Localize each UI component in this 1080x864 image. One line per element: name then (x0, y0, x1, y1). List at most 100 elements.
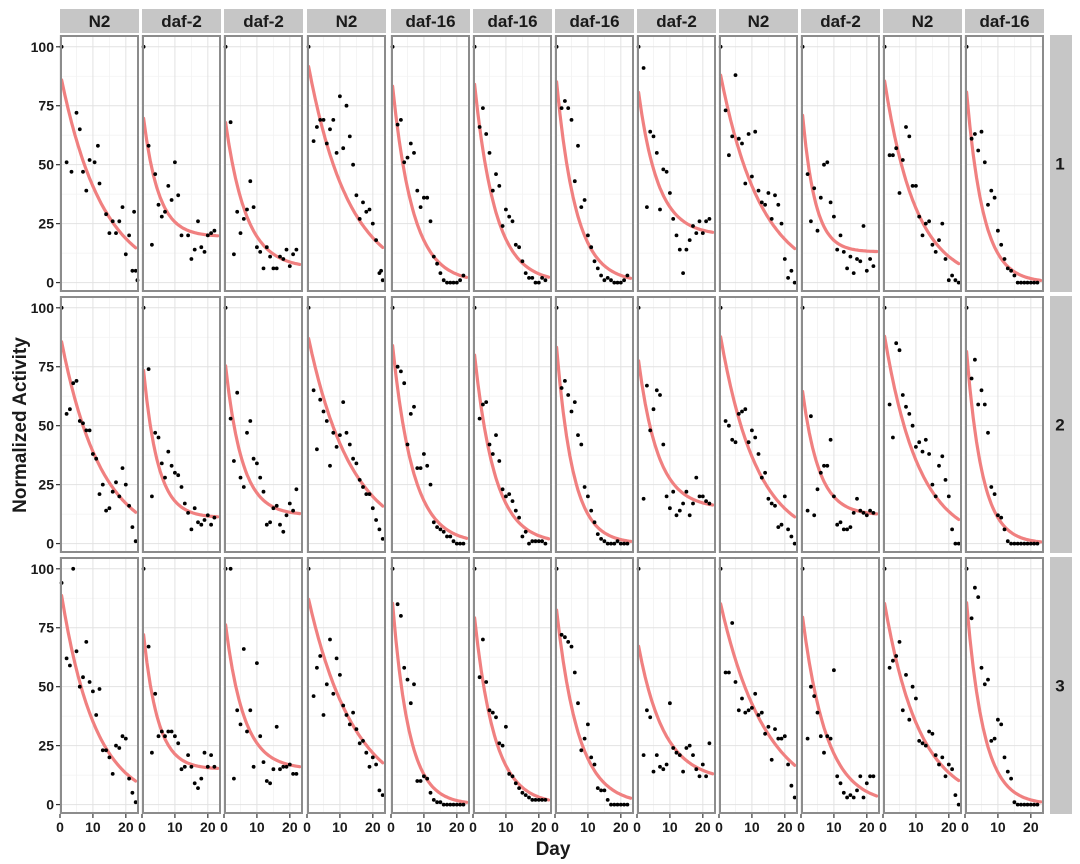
data-point (838, 520, 843, 525)
data-point (677, 508, 682, 513)
data-point (445, 280, 449, 285)
data-point (315, 125, 319, 129)
data-point (324, 141, 329, 146)
data-point (74, 110, 79, 115)
data-point (920, 741, 925, 746)
data-point (900, 708, 905, 713)
y-tick-label: 25 (38, 477, 54, 493)
data-point (861, 511, 866, 515)
data-point (520, 259, 525, 264)
data-point (251, 764, 256, 769)
x-tick-label: 20 (859, 819, 875, 835)
data-point (344, 713, 349, 717)
data-point (334, 656, 339, 661)
data-point (740, 141, 744, 146)
panel (306, 35, 386, 292)
data-point (1005, 266, 1010, 271)
data-point (914, 696, 918, 701)
data-point (117, 494, 122, 499)
data-point (589, 245, 594, 250)
data-point (868, 257, 872, 261)
data-point (946, 278, 951, 283)
data-point (910, 184, 915, 188)
data-point (927, 219, 931, 224)
data-point (173, 734, 177, 739)
data-point (871, 264, 876, 268)
data-point (996, 717, 1000, 722)
data-point (835, 774, 840, 779)
column-strip-label: N2 (89, 12, 111, 31)
data-point (700, 494, 705, 499)
data-point (146, 644, 151, 649)
data-point (179, 767, 184, 772)
panel-border (473, 296, 552, 553)
column-strip (801, 9, 880, 33)
data-point (169, 463, 174, 468)
data-point (602, 278, 607, 283)
data-point (599, 537, 603, 541)
data-point (756, 452, 761, 456)
data-point (1009, 541, 1013, 546)
panel (554, 557, 634, 814)
data-point (900, 158, 905, 162)
data-point (684, 489, 689, 494)
y-tick-label: 100 (31, 300, 55, 316)
data-point (448, 280, 453, 285)
data-point (209, 231, 214, 236)
x-tick-label: 10 (826, 819, 842, 835)
data-point (645, 205, 649, 210)
data-point (248, 419, 253, 423)
data-point (789, 268, 794, 273)
column-strip (142, 9, 221, 33)
data-point (251, 456, 256, 461)
data-point (351, 456, 355, 461)
x-tick-label: 10 (332, 819, 348, 835)
data-point (159, 729, 164, 734)
panel-border (555, 296, 634, 553)
data-point (674, 233, 679, 238)
data-point (163, 734, 167, 739)
data-point (248, 179, 253, 184)
data-point (196, 786, 200, 790)
x-tick-label: 20 (449, 819, 465, 835)
data-point (520, 534, 525, 539)
data-point (311, 388, 316, 393)
data-point (130, 525, 135, 529)
data-point (278, 522, 282, 527)
panel-border (60, 35, 139, 292)
data-point (946, 494, 951, 499)
x-tick-label: 10 (498, 819, 514, 835)
data-point (930, 482, 935, 487)
data-point (412, 682, 416, 687)
data-point (782, 494, 787, 499)
data-point (654, 388, 659, 393)
data-point (592, 520, 597, 525)
data-point (435, 525, 439, 529)
data-point (361, 485, 365, 489)
data-point (408, 412, 413, 416)
fit-line (883, 601, 961, 783)
data-point (612, 802, 617, 807)
data-point (87, 158, 92, 162)
data-point (986, 430, 990, 435)
data-point (364, 492, 369, 496)
data-point (205, 513, 210, 518)
data-point (513, 781, 518, 786)
y-tick-label: 50 (38, 679, 54, 695)
data-point (727, 670, 731, 675)
data-point (530, 798, 535, 802)
panel (882, 296, 962, 553)
panel-border (142, 296, 221, 553)
data-point (999, 242, 1004, 247)
data-point (1032, 541, 1036, 546)
data-point (973, 132, 977, 136)
data-point (117, 219, 122, 224)
panel (223, 35, 303, 292)
data-point (848, 525, 853, 529)
data-point (274, 503, 279, 508)
data-point (999, 515, 1004, 520)
data-point (487, 442, 492, 447)
x-tick-label: 10 (416, 819, 432, 835)
data-point (871, 774, 876, 779)
data-point (776, 525, 781, 529)
